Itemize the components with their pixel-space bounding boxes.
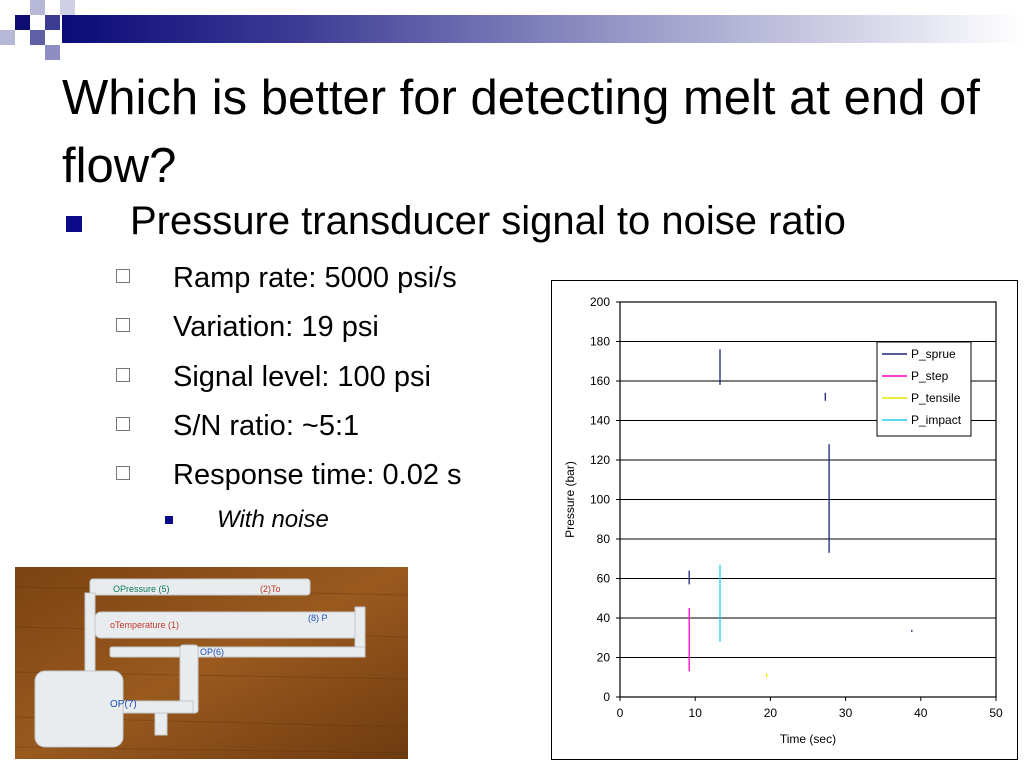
y-tick-label: 160	[590, 374, 610, 388]
y-tick-label: 120	[590, 453, 610, 467]
hollow-square-bullet-icon	[116, 368, 130, 382]
header-gradient-bar	[62, 15, 1024, 43]
sub-bullet: Ramp rate: 5000 psi/s	[116, 261, 536, 297]
y-tick-label: 40	[597, 611, 611, 625]
sub-bullet-text: Variation: 19 psi	[173, 311, 379, 343]
y-tick-label: 60	[597, 572, 611, 586]
y-tick-label: 180	[590, 335, 610, 349]
square-bullet-icon	[165, 516, 173, 524]
sub-bullet-text: Signal level: 100 psi	[173, 361, 431, 393]
x-tick-label: 0	[617, 706, 624, 720]
photo-label-step: (8) P	[308, 613, 328, 623]
pressure-chart: 0 20 40 60 80 100 120 140 160 180 200 0 10 20 30 40 50 Ti…	[551, 280, 1018, 760]
sub-bullet-text: Response time: 0.02 s	[173, 459, 462, 491]
molded-specimens-photo: OPressure (5) (2)To oTemperature (1) (8)…	[15, 567, 408, 759]
square-bullet-icon	[66, 216, 82, 232]
y-axis-title: Pressure (bar)	[563, 461, 577, 538]
x-tick-label: 40	[914, 706, 928, 720]
photo-label-impact: OP(7)	[110, 699, 137, 710]
pressure-chart-svg: 0 20 40 60 80 100 120 140 160 180 200 0 10 20 30 40 50 Ti…	[563, 295, 1003, 746]
photo-label-temperature: oTemperature (1)	[110, 620, 179, 630]
sub-bullet: S/N ratio: ~5:1	[116, 409, 536, 445]
legend-label: P_impact	[911, 413, 962, 427]
y-tick-label: 200	[590, 295, 610, 309]
x-tick-label: 20	[764, 706, 778, 720]
y-tick-label: 0	[603, 690, 610, 704]
x-axis-title: Time (sec)	[780, 732, 836, 746]
y-tick-label: 140	[590, 414, 610, 428]
sub-bullet: Response time: 0.02 s	[116, 458, 536, 494]
legend-label: P_sprue	[911, 347, 956, 361]
sub-bullet-text: S/N ratio: ~5:1	[173, 410, 360, 442]
main-bullet-text: Pressure transducer signal to noise rati…	[130, 199, 846, 243]
photo-label-sprue: OPressure (5)	[113, 584, 170, 594]
y-tick-label: 100	[590, 493, 610, 507]
sub-bullet: Variation: 19 psi	[116, 310, 536, 346]
hollow-square-bullet-icon	[116, 417, 130, 431]
main-bullet: Pressure transducer signal to noise rati…	[62, 196, 962, 246]
sub-sub-bullet: With noise	[165, 506, 465, 536]
x-tick-label: 30	[839, 706, 853, 720]
slide-title: Which is better for detecting melt at en…	[62, 71, 980, 193]
hollow-square-bullet-icon	[116, 318, 130, 332]
x-tick-label: 50	[989, 706, 1003, 720]
sub-bullet-text: Ramp rate: 5000 psi/s	[173, 262, 457, 294]
x-tick-label: 10	[689, 706, 703, 720]
y-tick-label: 80	[597, 532, 611, 546]
y-tick-label: 20	[597, 651, 611, 665]
photo-label-sprue-right: (2)To	[260, 584, 281, 594]
sub-bullet: Signal level: 100 psi	[116, 360, 536, 396]
hollow-square-bullet-icon	[116, 269, 130, 283]
sub-sub-bullet-text: With noise	[217, 506, 329, 533]
corner-decoration	[0, 0, 80, 64]
hollow-square-bullet-icon	[116, 466, 130, 480]
legend-label: P_step	[911, 369, 949, 383]
legend-label: P_tensile	[911, 391, 961, 405]
photo-label-tensile: OP(6)	[200, 647, 224, 657]
